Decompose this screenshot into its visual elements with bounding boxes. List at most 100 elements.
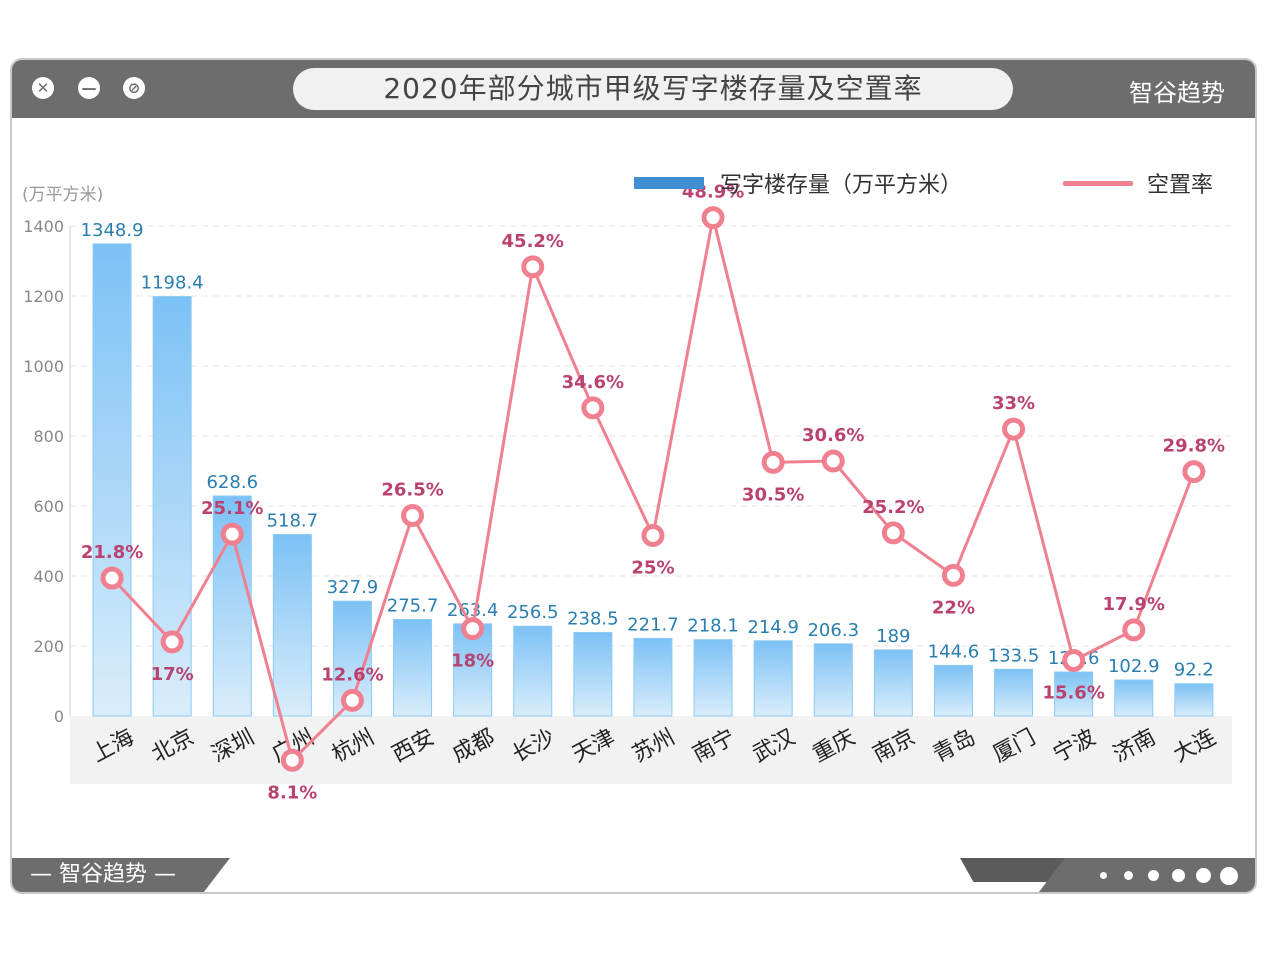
close-icon[interactable]: ✕ <box>32 77 54 99</box>
legend-bar-label: 写字楼存量（万平方米） <box>720 173 962 198</box>
legend-line-label: 空置率 <box>1147 173 1213 198</box>
bar <box>633 637 673 717</box>
line-value-label: 12.6% <box>321 664 383 685</box>
y-tick-label: 200 <box>33 637 64 656</box>
line-point <box>100 566 124 590</box>
line-point <box>581 396 605 420</box>
page-dot-3[interactable] <box>1148 870 1159 881</box>
line-value-label: 34.6% <box>562 372 624 393</box>
bar-value-label: 92.2 <box>1174 660 1214 681</box>
footer-brand: — 智谷趋势 — <box>30 862 176 887</box>
line-value-label: 22% <box>932 597 975 618</box>
line-series <box>100 206 1206 772</box>
bar <box>1114 679 1154 717</box>
bar <box>1054 671 1094 717</box>
bar-value-label: 256.5 <box>507 602 559 623</box>
line-value-label: 25.1% <box>201 498 263 519</box>
bar <box>272 533 312 717</box>
bar-value-label: 214.9 <box>747 617 799 638</box>
bar <box>873 649 913 717</box>
line-point <box>881 521 905 545</box>
line-value-label: 18% <box>451 651 494 672</box>
bar <box>933 664 973 717</box>
line-point <box>1062 649 1086 673</box>
y-tick-label: 1200 <box>23 287 64 306</box>
legend-bar-swatch <box>634 177 704 189</box>
line-point <box>1182 460 1206 484</box>
y-tick-labels: 0 200 400 600 800 1000 1200 1400 <box>23 217 64 726</box>
line-value-label: 26.5% <box>381 480 443 501</box>
line-point <box>1122 618 1146 642</box>
bar <box>813 643 853 717</box>
bar <box>513 625 553 717</box>
bottom-bar: — 智谷趋势 — <box>12 858 1255 892</box>
bar-value-label: 144.6 <box>928 641 980 662</box>
line-point <box>280 748 304 772</box>
bar <box>1174 683 1214 717</box>
line-value-label: 30.5% <box>742 484 804 505</box>
page-dot-1[interactable] <box>1100 872 1107 879</box>
bar <box>994 668 1034 717</box>
line-point <box>461 617 485 641</box>
bar-value-label: 327.9 <box>327 577 379 598</box>
bar-series <box>92 243 1214 717</box>
brand-text-top: 智谷趋势 <box>1129 79 1225 107</box>
bar-value-label: 206.3 <box>807 620 859 641</box>
legend-line-swatch <box>1063 181 1133 186</box>
y-tick-label: 1000 <box>23 357 64 376</box>
minimize-icon[interactable]: — <box>78 77 100 99</box>
y-tick-label: 600 <box>33 497 64 516</box>
chart-title: 2020年部分城市甲级写字楼存量及空置率 <box>293 68 1013 110</box>
line-value-label: 8.1% <box>267 782 317 803</box>
bar-value-label: 189 <box>876 626 910 647</box>
footer-tab-left <box>12 858 230 892</box>
line-value-label: 33% <box>992 393 1035 414</box>
bar-value-label: 221.7 <box>627 614 679 635</box>
y-tick-label: 1400 <box>23 217 64 236</box>
line-point <box>701 206 725 230</box>
page-dot-5[interactable] <box>1196 868 1211 883</box>
line-point <box>340 688 364 712</box>
bar <box>693 639 733 717</box>
brand-logo-top: 智谷趋势 <box>1129 73 1225 108</box>
x-axis-band <box>70 716 1232 784</box>
legend: 写字楼存量（万平方米） 空置率 <box>634 173 1213 198</box>
line-point <box>941 563 965 587</box>
footer-tab-right <box>1039 858 1255 892</box>
line-point <box>641 524 665 547</box>
line-point <box>401 504 425 528</box>
line-value-labels: 21.8% 17% 25.1% 8.1% 12.6% 26.5% 18% 45.2% 34.6%… <box>81 182 1225 804</box>
bar <box>573 632 613 717</box>
bar <box>393 619 433 717</box>
line-value-label: 45.2% <box>502 231 564 252</box>
line-value-label: 29.8% <box>1163 436 1225 457</box>
line-value-label: 17% <box>151 664 194 685</box>
y-axis-label: (万平方米) <box>22 185 103 205</box>
line-value-label: 15.6% <box>1042 683 1104 704</box>
title-bar: ✕ — ⊘ 2020年部分城市甲级写字楼存量及空置率 智谷趋势 <box>12 60 1255 118</box>
bar-value-label: 1198.4 <box>141 273 204 294</box>
line-point <box>1002 417 1026 441</box>
bar-value-label: 102.9 <box>1108 656 1160 677</box>
line-value-label: 21.8% <box>81 542 143 563</box>
line-point <box>220 522 244 546</box>
line-value-label: 25% <box>631 558 674 579</box>
bar-value-label: 628.6 <box>206 472 258 493</box>
y-tick-label: 0 <box>54 707 64 726</box>
bar <box>92 243 132 717</box>
grid-lines <box>70 225 1232 647</box>
bar-value-label: 518.7 <box>267 510 319 531</box>
line-value-label: 25.2% <box>862 497 924 518</box>
page-dot-4[interactable] <box>1172 869 1185 882</box>
line-point <box>160 630 184 654</box>
line-value-label: 17.9% <box>1103 594 1165 615</box>
y-tick-label: 400 <box>33 567 64 586</box>
block-icon[interactable]: ⊘ <box>123 77 145 99</box>
y-tick-label: 800 <box>33 427 64 446</box>
page-dot-6[interactable] <box>1220 867 1238 885</box>
bar-value-label: 133.5 <box>988 645 1040 666</box>
line-point <box>521 255 545 279</box>
page-dot-2[interactable] <box>1124 871 1133 880</box>
line-value-label: 30.6% <box>802 425 864 446</box>
